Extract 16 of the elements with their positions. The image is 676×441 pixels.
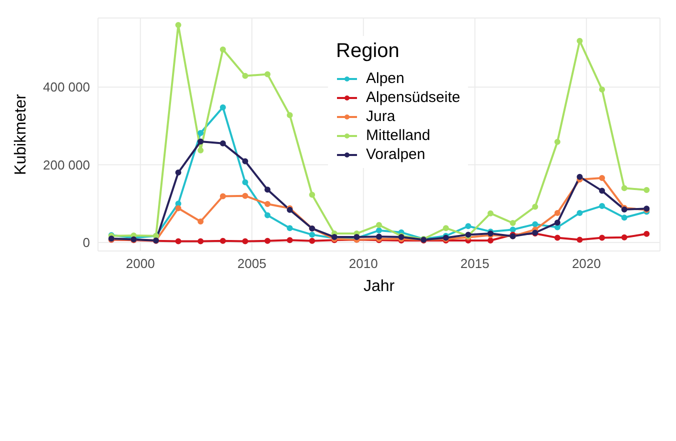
x-tick-label: 2000 xyxy=(126,256,155,272)
x-tick-label: 2015 xyxy=(460,256,490,272)
x-tick-label: 2010 xyxy=(348,256,378,272)
x-tick-label: 2005 xyxy=(237,256,266,272)
legend-label: Alpensüdseite xyxy=(366,88,460,107)
legend-label: Mittelland xyxy=(366,126,430,145)
x-axis-title: Jahr xyxy=(363,278,396,295)
y-tick-label: 0 xyxy=(82,235,90,250)
x-tick-label: 2020 xyxy=(572,256,601,272)
legend-label: Voralpen xyxy=(366,145,426,164)
y-tick-label: 200 000 xyxy=(43,157,90,172)
y-axis-title: Kubikmeter xyxy=(12,93,30,175)
legend-label: Jura xyxy=(366,107,396,126)
legend-title: Region xyxy=(336,40,400,63)
y-tick-label: 400 000 xyxy=(43,80,90,95)
legend-label: Alpen xyxy=(366,69,404,88)
